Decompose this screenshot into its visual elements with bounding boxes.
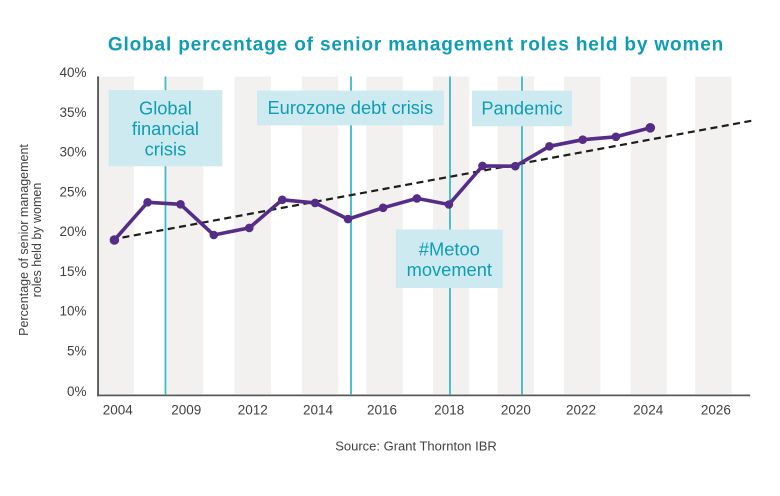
svg-text:10%: 10%: [59, 304, 86, 319]
svg-text:40%: 40%: [59, 65, 86, 80]
svg-text:5%: 5%: [67, 343, 87, 358]
svg-text:0%: 0%: [67, 384, 87, 399]
svg-text:15%: 15%: [59, 264, 86, 279]
svg-text:movement: movement: [407, 259, 492, 280]
svg-text:financial: financial: [132, 118, 199, 139]
svg-text:Pandemic: Pandemic: [481, 97, 562, 118]
svg-text:2026: 2026: [701, 403, 731, 418]
svg-text:Global percentage of senior ma: Global percentage of senior management r…: [108, 35, 724, 56]
svg-text:35%: 35%: [59, 105, 86, 120]
svg-text:2022: 2022: [566, 403, 596, 418]
svg-text:2009: 2009: [171, 403, 201, 418]
svg-text:2014: 2014: [303, 403, 334, 418]
svg-text:2024: 2024: [633, 403, 664, 418]
svg-text:2012: 2012: [238, 403, 268, 418]
svg-text:2016: 2016: [367, 403, 397, 418]
svg-text:#Metoo: #Metoo: [419, 238, 480, 259]
svg-text:crisis: crisis: [145, 139, 187, 160]
svg-text:20%: 20%: [59, 224, 86, 239]
svg-text:Percentage of senior managemen: Percentage of senior management: [17, 144, 31, 336]
svg-text:30%: 30%: [59, 145, 86, 160]
svg-text:Global: Global: [139, 97, 192, 118]
svg-text:2018: 2018: [434, 403, 464, 418]
svg-text:roles held by women: roles held by women: [30, 183, 44, 298]
svg-text:Eurozone debt crisis: Eurozone debt crisis: [267, 97, 433, 118]
svg-text:2020: 2020: [501, 403, 531, 418]
svg-text:25%: 25%: [59, 184, 86, 199]
svg-text:2004: 2004: [103, 403, 134, 418]
svg-text:Source: Grant Thornton IBR: Source: Grant Thornton IBR: [335, 439, 497, 454]
